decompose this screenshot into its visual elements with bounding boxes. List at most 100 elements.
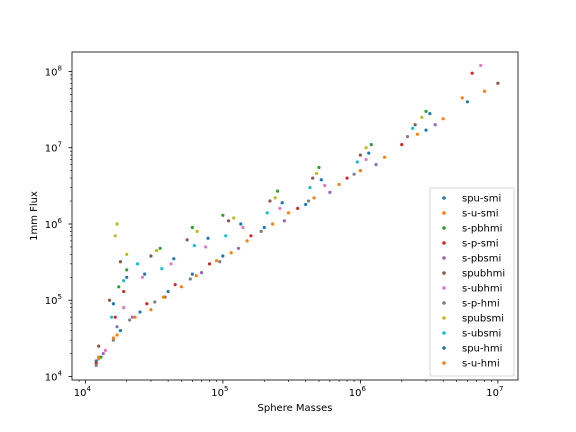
scatter-point [166,289,170,294]
scatter-point [364,146,368,150]
scatter-point [280,201,284,205]
scatter-point [122,306,126,310]
scatter-point [122,279,126,283]
scatter-point [160,267,164,271]
scatter-point [111,336,115,340]
legend-marker [442,271,446,275]
scatter-point [383,155,387,159]
scatter-point [249,234,253,238]
scatter-point [118,260,123,264]
scatter-point [278,206,282,211]
scatter-point [358,169,362,173]
scatter-point [97,344,101,348]
scatter-point [273,196,277,200]
scatter-point [155,248,159,253]
scatter-point [117,285,121,289]
scatter-point [145,302,149,306]
scatter-point [470,71,474,75]
scatter-point [185,238,189,242]
scatter-point [149,308,153,312]
scatter-point [268,199,272,203]
scatter-point [194,274,198,278]
legend-label: spubsmi [462,314,504,325]
scatter-point [265,211,269,215]
legend-box [429,187,515,377]
legend-label: s-u-smi [462,209,499,220]
scatter-point [337,182,341,187]
y-tick-label: 104 [45,370,63,384]
y-tick-label: 107 [45,141,62,155]
scatter-point [355,160,359,164]
scatter-point [204,245,208,249]
x-tick-label: 105 [211,385,228,399]
scatter-point [317,165,321,170]
scatter-point [314,171,319,176]
scatter-point [415,132,420,136]
scatter-point [214,259,219,263]
scatter-point [195,229,199,233]
scatter-point [364,157,368,162]
y-tick-label: 108 [45,64,62,78]
scatter-point [226,219,231,223]
scatter-points-layer [94,63,500,367]
legend-label: spubhmi [462,269,505,280]
legend-label: s-p-smi [462,239,499,250]
x-axis-label: Sphere Masses [258,403,333,414]
legend-marker [442,301,446,305]
scatter-point [133,315,137,319]
scatter-point [179,285,184,289]
scatter-point [424,109,428,113]
scatter-point [190,272,194,276]
scatter-point [173,283,177,287]
scatter-point [113,315,117,319]
scatter-point [286,211,291,215]
scatter-point [190,225,194,230]
legend-label: s-u-hmi [462,359,500,370]
scatter-point [107,298,112,302]
scatter-point [239,222,243,226]
scatter-point [312,196,316,200]
scatter-point [199,271,204,275]
legend-marker [442,211,446,215]
scatter-point [405,134,410,139]
scatter-point [118,329,123,333]
y-axis-label: 1mm Flux [29,191,40,241]
scatter-point [433,123,437,127]
scatter-point [140,275,144,279]
scatter-point [153,300,157,304]
scatter-point [188,277,192,281]
scatter-point [224,234,228,238]
scatter-point [207,262,212,266]
legend-marker [442,331,446,335]
legend-label: spu-hmi [462,344,502,355]
scatter-point [304,202,308,207]
legend-label: s-pbhmi [462,224,502,235]
x-axis-ticks: 104 105 106 107 [74,380,504,399]
scatter-point [115,325,119,329]
legend-label: s-pbsmi [462,254,501,265]
legend: spu-smi s-u-smi s-pbhmi s-p-smi s-pbsmi spubh… [429,187,515,377]
scatter-point [262,225,266,230]
legend-marker [442,316,446,320]
scatter-point [428,112,432,116]
legend-label: spu-smi [462,194,501,205]
scatter-point [130,315,135,319]
scatter-point [275,189,280,193]
scatter-point [218,260,222,264]
x-tick-label: 104 [74,385,92,399]
y-tick-label: 106 [45,217,63,231]
scatter-point [420,115,424,119]
scatter-point [271,222,275,226]
x-tick-label: 106 [349,385,367,399]
scatter-point [172,257,176,261]
scatter-point [143,272,147,276]
scatter-point [424,128,428,132]
scatter-point [103,348,108,352]
scatter-point [411,126,415,130]
scatter-point [236,246,241,250]
legend-marker [442,286,446,290]
scatter-point [192,244,196,248]
y-tick-label: 105 [45,293,62,307]
scatter-point [358,153,362,157]
